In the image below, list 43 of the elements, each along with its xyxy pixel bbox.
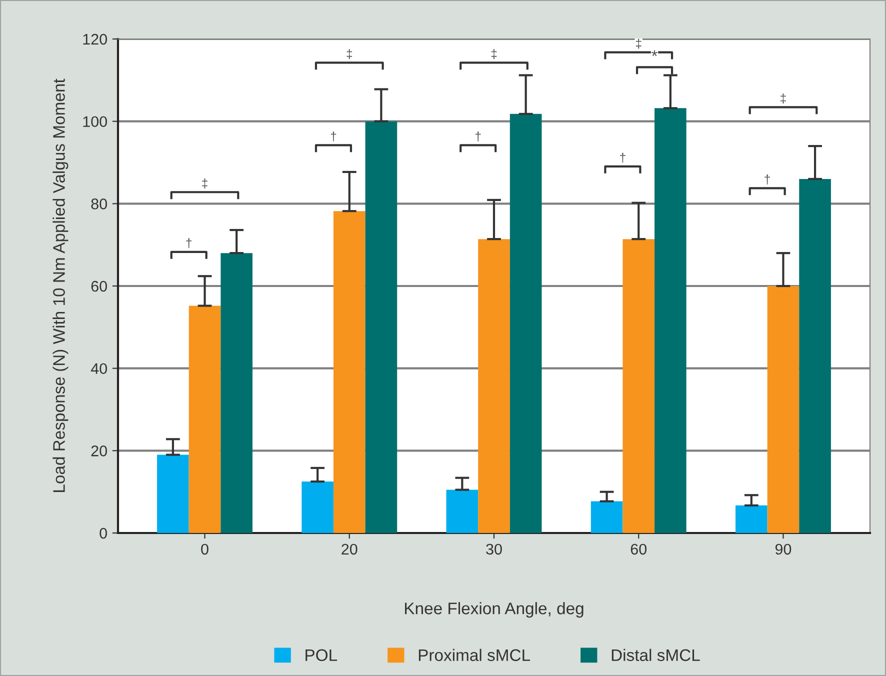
y-tick-label: 40 [90, 363, 107, 374]
annotation: † [186, 238, 192, 248]
bar [767, 286, 800, 533]
bar [654, 108, 686, 533]
legend-label: Distal sMCL [612, 648, 700, 662]
x-tick-label: 20 [342, 544, 358, 555]
y-tick-label: 80 [91, 198, 107, 210]
x-tick-label: 90 [775, 544, 792, 555]
y-tick-label: 120 [83, 34, 107, 45]
x-tick-label: 0 [201, 544, 208, 555]
bar [302, 482, 334, 533]
annotation: † [620, 152, 626, 163]
bar [590, 501, 623, 533]
annotation: ‡ [780, 94, 786, 104]
bar [510, 114, 542, 533]
annotation: ‡ [202, 178, 208, 188]
bar [333, 211, 366, 533]
bar [736, 505, 768, 533]
annotation: † [330, 132, 336, 142]
bar [446, 490, 478, 533]
x-axis-title: Knee Flexion Angle, deg [405, 602, 584, 618]
y-tick-label: 20 [91, 446, 107, 456]
bar [188, 306, 221, 533]
x-tick-label: 30 [486, 544, 502, 555]
legend-label: Proximal sMCL [418, 648, 530, 662]
legend-label: POL [306, 649, 338, 662]
bar [365, 121, 398, 533]
annotation: * [652, 50, 658, 56]
annotation: ‡ [491, 49, 497, 60]
y-tick-label: 60 [91, 280, 107, 292]
bar [157, 454, 189, 533]
annotation: ‡ [346, 49, 352, 60]
bar [220, 253, 252, 533]
annotation: † [764, 174, 770, 184]
annotation: ‡ [636, 38, 642, 49]
bar [478, 239, 510, 533]
bar [799, 178, 831, 533]
y-tick-label: 100 [83, 116, 107, 128]
x-tick-label: 60 [630, 544, 647, 555]
bar [622, 239, 655, 533]
y-axis-title: Load Response (N) With 10 Nm Applied Valgus Moment [52, 78, 68, 492]
y-tick-label: 0 [100, 528, 107, 539]
annotation: † [475, 132, 481, 142]
